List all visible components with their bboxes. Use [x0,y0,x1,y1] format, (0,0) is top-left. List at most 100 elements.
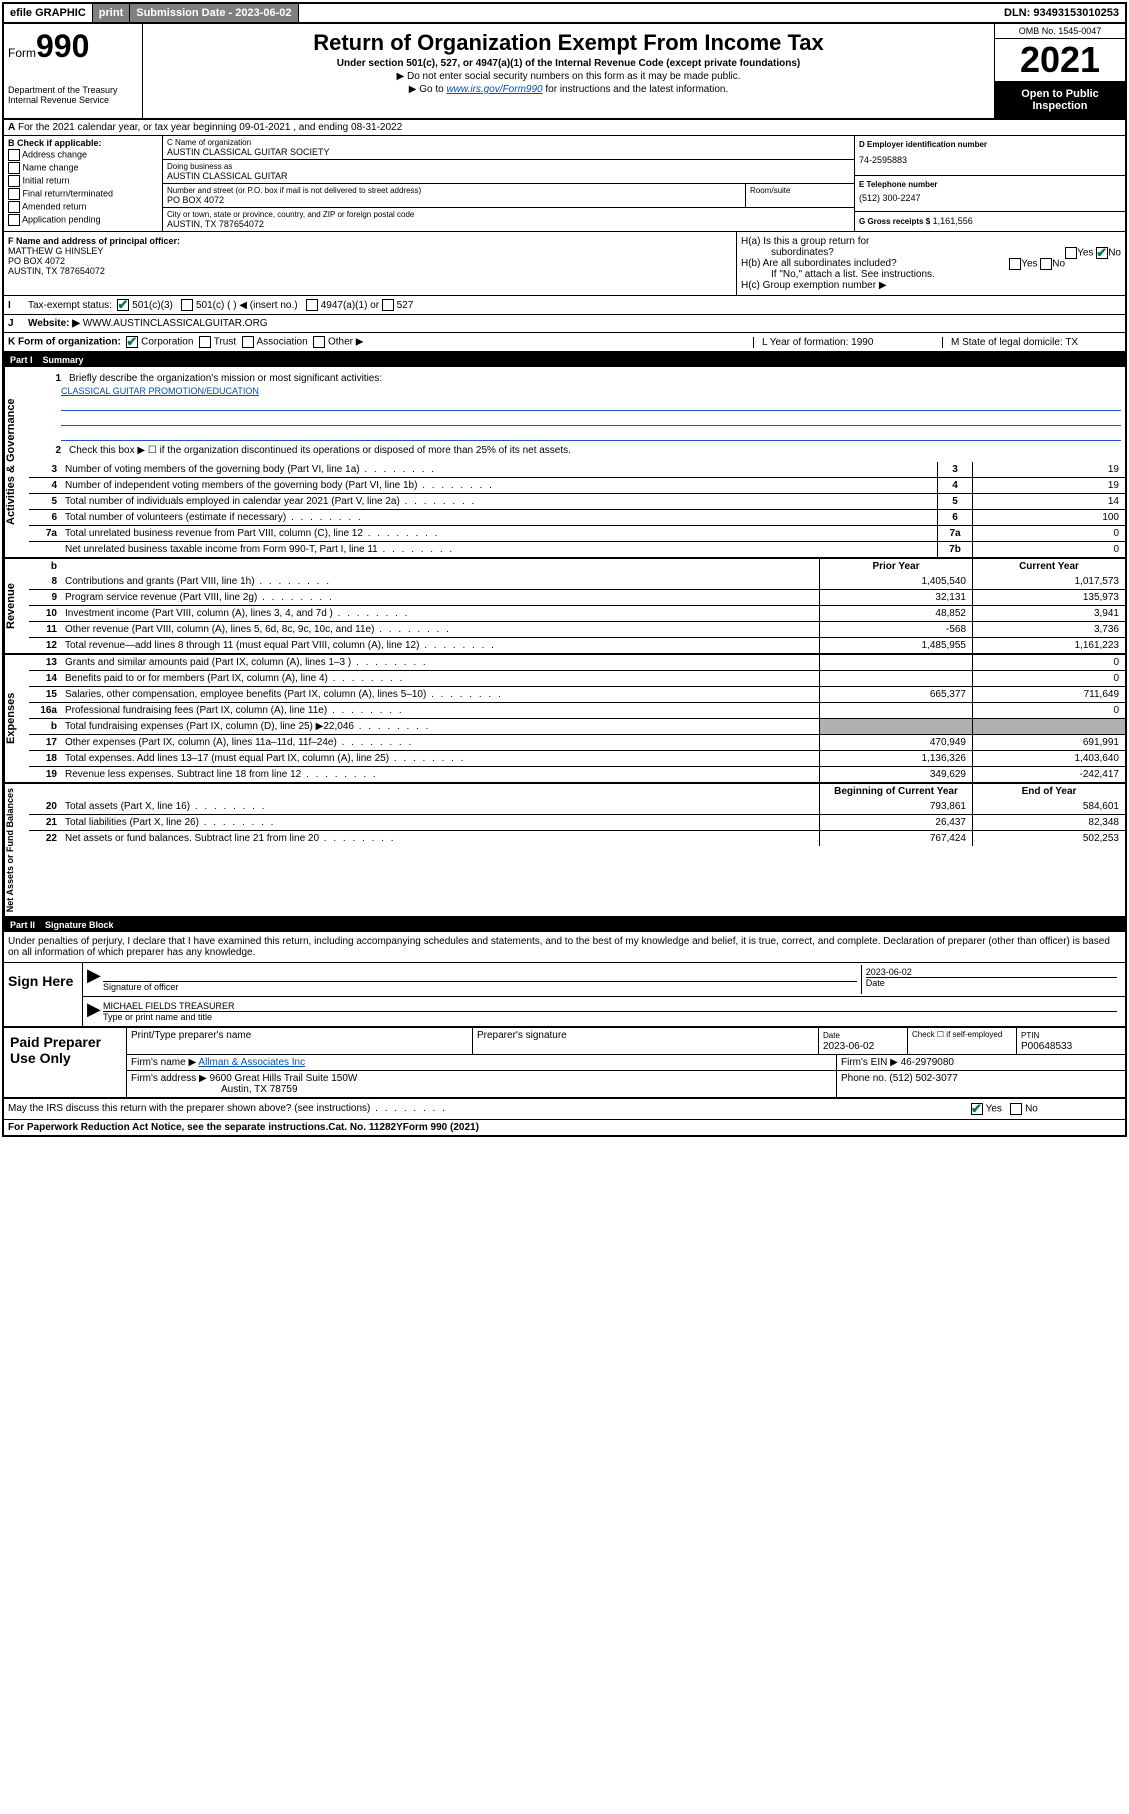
part1-title: Summary [43,355,84,365]
line-number: 20 [29,799,61,814]
hb-note: If "No," attach a list. See instructions… [741,269,1121,280]
checkbox-other[interactable] [313,336,325,348]
line-number: 10 [29,606,61,621]
line-number: b [29,719,61,734]
table-row: 21 Total liabilities (Part X, line 26) 2… [29,814,1125,830]
ein-label: D Employer identification number [859,140,1121,149]
current-value: 691,991 [972,735,1125,750]
form-prefix: Form [8,46,36,60]
prior-value: 793,861 [819,799,972,814]
mission-value[interactable]: CLASSICAL GUITAR PROMOTION/EDUCATION [61,386,259,396]
street-value: PO BOX 4072 [167,195,741,205]
website-value: WWW.AUSTINCLASSICALGUITAR.ORG [83,318,268,329]
dba-label: Doing business as [167,162,850,171]
checkbox-ha-yes[interactable] [1065,247,1077,259]
line-number: 6 [29,510,61,525]
current-value: 3,736 [972,622,1125,637]
yes-label: Yes [986,1104,1002,1115]
line-desc: Other expenses (Part IX, column (A), lin… [61,735,819,750]
cb-label: Amended return [22,201,87,211]
line-desc: Total unrelated business revenue from Pa… [61,526,937,541]
table-row: 4 Number of independent voting members o… [29,477,1125,493]
section-c: C Name of organization AUSTIN CLASSICAL … [163,136,854,231]
checkbox-4947[interactable] [306,299,318,311]
line-number: 18 [29,751,61,766]
table-row: 11 Other revenue (Part VIII, column (A),… [29,621,1125,637]
checkbox-initial-return[interactable] [8,175,20,187]
prior-value: -568 [819,622,972,637]
line-desc: Total liabilities (Part X, line 26) [61,815,819,830]
checkbox-corporation[interactable] [126,336,138,348]
checkbox-application-pending[interactable] [8,214,20,226]
print-button[interactable]: print [93,4,130,22]
firm-ein-label: Firm's EIN ▶ [841,1057,898,1068]
sig-date-value: 2023-06-02 [866,967,1117,977]
table-row: 13 Grants and similar amounts paid (Part… [29,655,1125,670]
top-bar: efile GRAPHIC print Submission Date - 20… [4,4,1125,24]
table-row: 8 Contributions and grants (Part VIII, l… [29,574,1125,589]
net-assets-section: Net Assets or Fund Balances Beginning of… [4,784,1125,918]
type-name-label: Type or print name and title [103,1011,1117,1022]
firm-name-link[interactable]: Allman & Associates Inc [198,1057,305,1068]
cb-label: Final return/terminated [23,188,114,198]
line-number [29,542,61,557]
arrow-icon: ▶ [87,999,99,1024]
cell-number: 3 [937,462,972,477]
table-row: 19 Revenue less expenses. Subtract line … [29,766,1125,782]
checkbox-discuss-yes[interactable] [971,1103,983,1115]
expenses-section: Expenses 13 Grants and similar amounts p… [4,655,1125,784]
mission-line [61,413,1121,426]
prior-value [819,719,972,734]
checkbox-final-return[interactable] [8,188,20,200]
checkbox-amended-return[interactable] [8,201,20,213]
prior-value [819,671,972,686]
checkbox-name-change[interactable] [8,162,20,174]
line-number: 7a [29,526,61,541]
line-desc: Program service revenue (Part VIII, line… [61,590,819,605]
section-b-heading: B Check if applicable: [8,138,158,148]
checkbox-association[interactable] [242,336,254,348]
footer-row: For Paperwork Reduction Act Notice, see … [4,1119,1125,1135]
cell-number: 5 [937,494,972,509]
irs-link[interactable]: www.irs.gov/Form990 [446,84,542,95]
submission-date-button[interactable]: Submission Date - 2023-06-02 [130,4,298,22]
checkbox-hb-no[interactable] [1040,258,1052,270]
name-label: C Name of organization [167,138,850,147]
prior-value: 32,131 [819,590,972,605]
org-name: AUSTIN CLASSICAL GUITAR SOCIETY [167,147,850,157]
city-value: AUSTIN, TX 787654072 [167,219,850,229]
opt-501c: 501(c) ( ) ◀ (insert no.) [196,300,298,311]
table-row: 16a Professional fundraising fees (Part … [29,702,1125,718]
line-number: 21 [29,815,61,830]
part1-header: Part I Summary [4,353,1125,367]
no-label: No [1108,248,1121,259]
section-j: J Website: ▶ WWW.AUSTINCLASSICALGUITAR.O… [4,314,1125,332]
sig-officer-label: Signature of officer [103,981,857,992]
checkbox-501c3[interactable] [117,299,129,311]
line-desc: Number of voting members of the governin… [61,462,937,477]
checkbox-527[interactable] [382,299,394,311]
cell-value: 100 [972,510,1125,525]
table-row: 3 Number of voting members of the govern… [29,462,1125,477]
checkbox-address-change[interactable] [8,149,20,161]
checkbox-501c[interactable] [181,299,193,311]
no-label: No [1052,259,1065,270]
line-desc: Revenue less expenses. Subtract line 18 … [61,767,819,782]
table-row: 15 Salaries, other compensation, employe… [29,686,1125,702]
checkbox-trust[interactable] [199,336,211,348]
checkbox-discuss-no[interactable] [1010,1103,1022,1115]
checkbox-ha-no[interactable] [1096,247,1108,259]
discuss-text: May the IRS discuss this return with the… [8,1103,370,1114]
cb-label: Initial return [23,175,70,185]
open-public-badge: Open to Public Inspection [995,82,1125,118]
paid-preparer-label: Paid Preparer Use Only [4,1028,127,1097]
b-label: b [29,559,61,574]
mission-line [61,398,1121,411]
signature-note: Under penalties of perjury, I declare th… [4,932,1125,962]
checkbox-hb-yes[interactable] [1009,258,1021,270]
city-label: City or town, state or province, country… [167,210,850,219]
website-label: Website: ▶ [28,318,80,329]
subtitle: Under section 501(c), 527, or 4947(a)(1)… [147,58,990,69]
line-desc: Total assets (Part X, line 16) [61,799,819,814]
prior-value: 26,437 [819,815,972,830]
